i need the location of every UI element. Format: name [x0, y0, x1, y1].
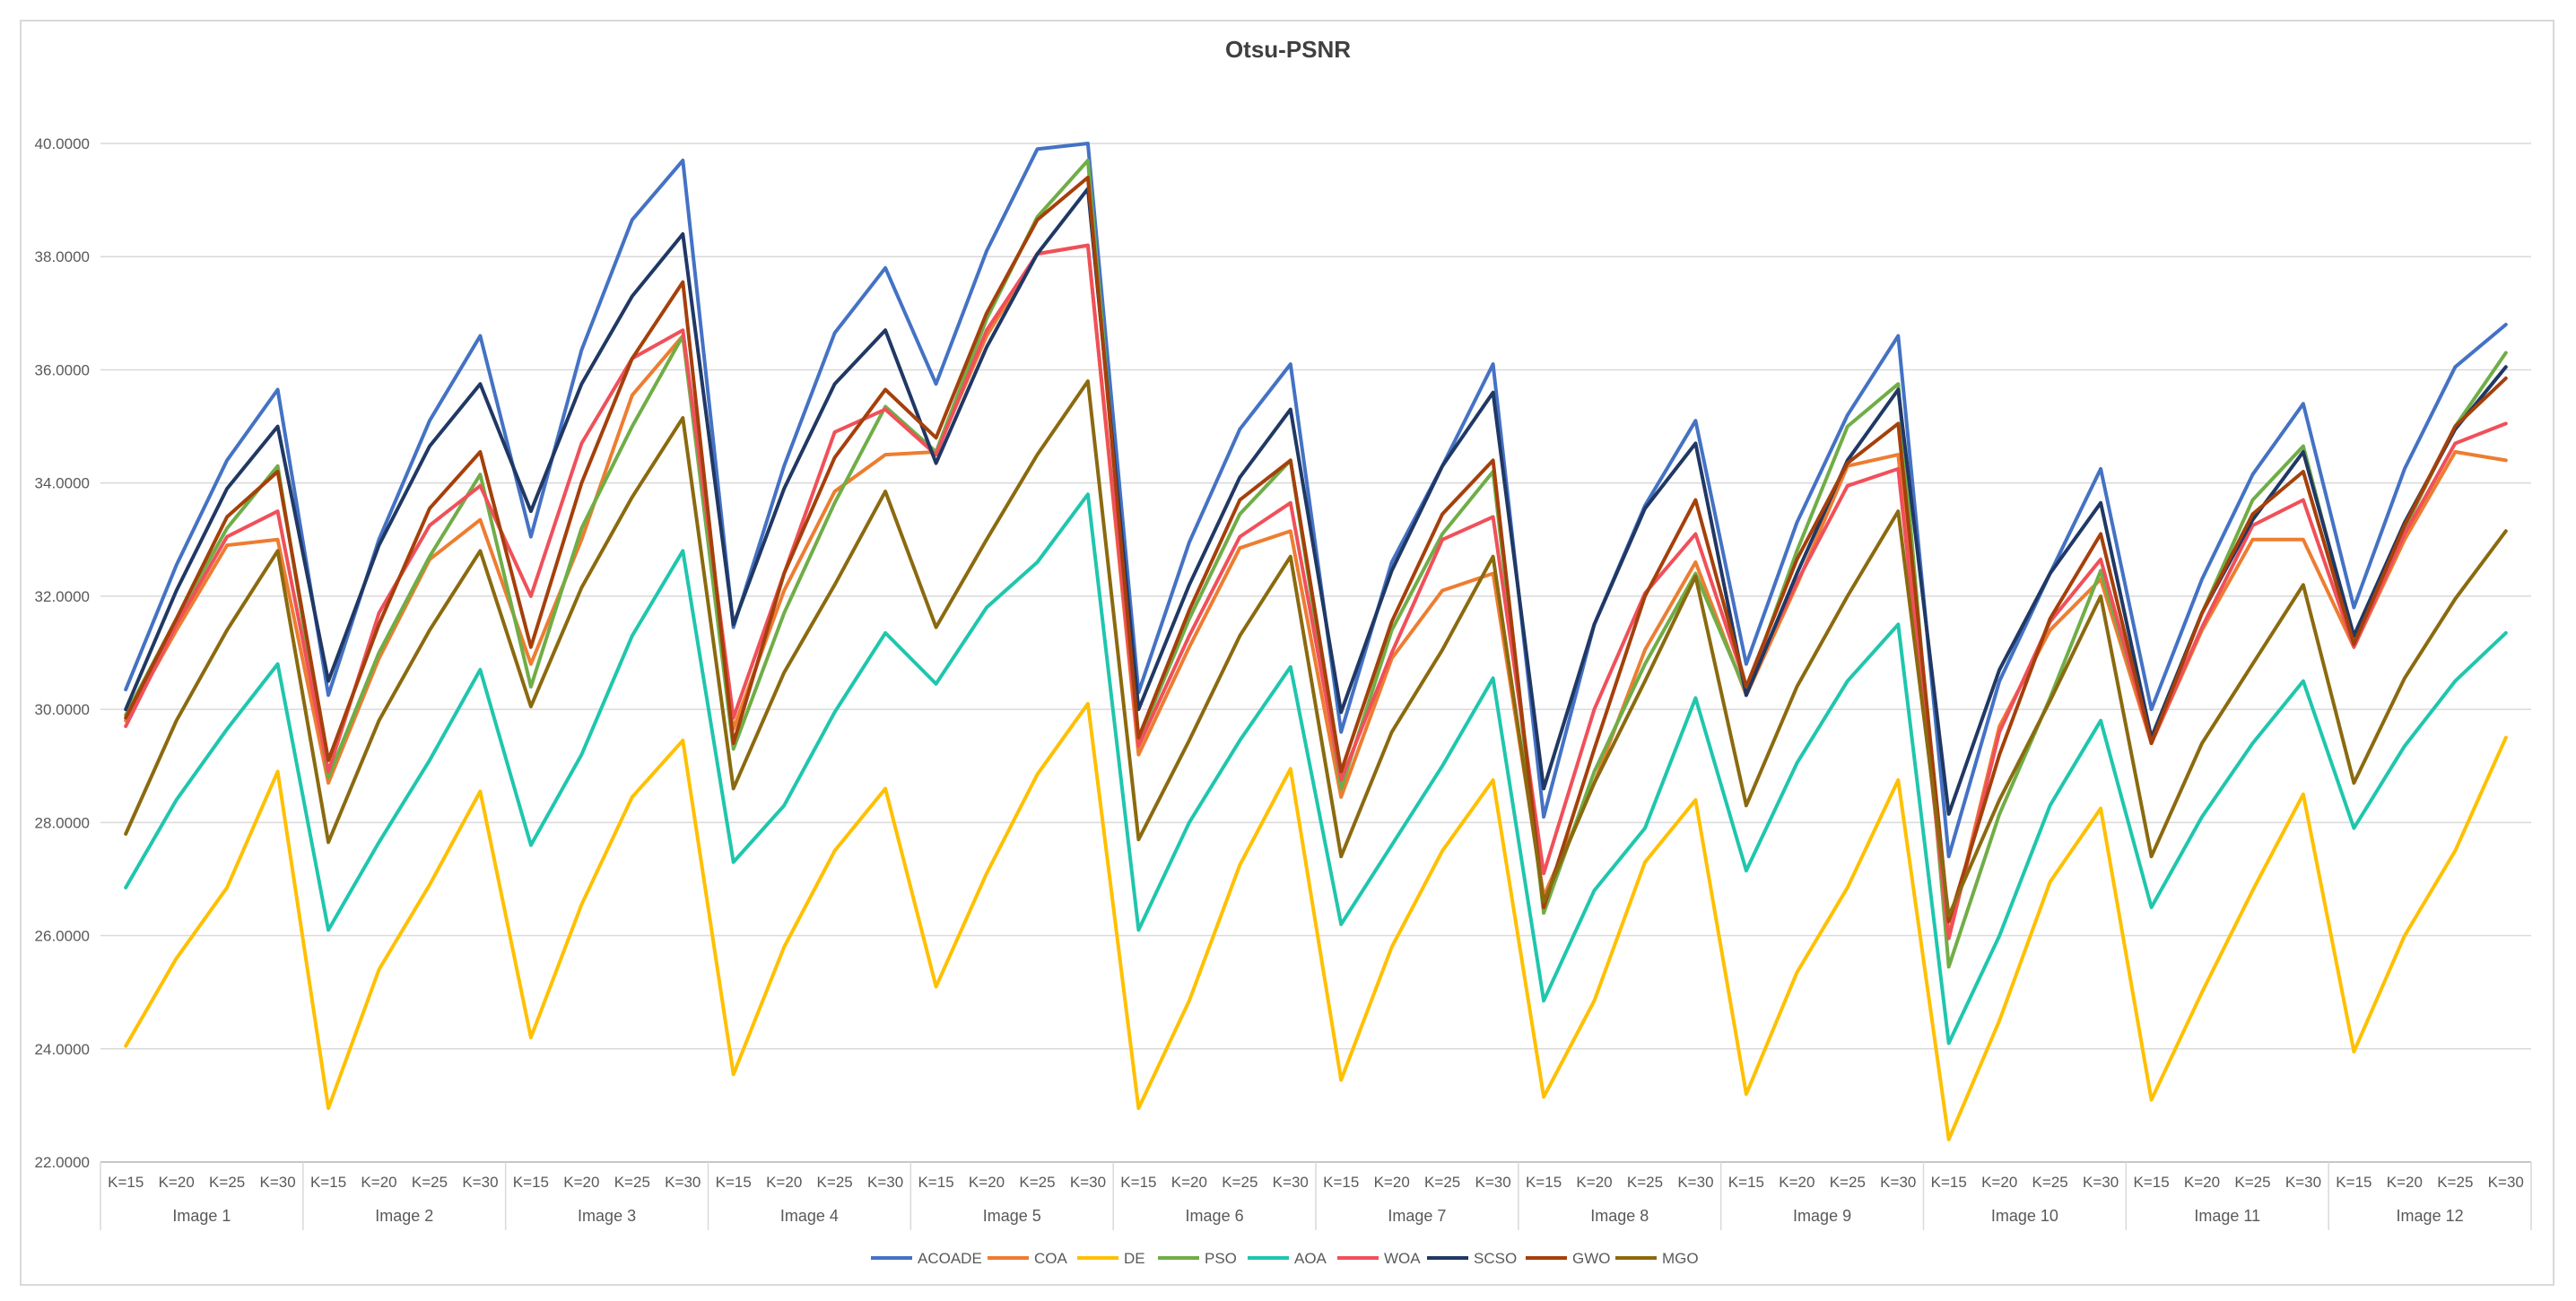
x-tick-label: K=15 — [1931, 1174, 1967, 1191]
x-tick-label: K=20 — [1374, 1174, 1410, 1191]
y-tick-label: 40.0000 — [35, 135, 90, 152]
y-tick-label: 22.0000 — [35, 1154, 90, 1171]
x-tick-label: K=25 — [1222, 1174, 1258, 1191]
x-tick-label: K=30 — [867, 1174, 903, 1191]
legend-label: SCSO — [1474, 1250, 1517, 1267]
x-tick-label: K=25 — [1019, 1174, 1055, 1191]
x-tick-label: K=20 — [563, 1174, 599, 1191]
legend-label: WOA — [1384, 1250, 1421, 1267]
series-line-woa — [124, 243, 2508, 941]
series-line-coa — [124, 243, 2508, 938]
x-tick-label: K=15 — [918, 1174, 953, 1191]
x-tick-label: K=30 — [665, 1174, 701, 1191]
y-axis: 22.0000 24.0000 26.0000 28.0000 30.0000 32.00… — [35, 135, 90, 1171]
legend-label: PSO — [1205, 1250, 1237, 1267]
series-line-aoa — [124, 492, 2508, 1045]
y-tick-label: 36.0000 — [35, 361, 90, 378]
y-tick-label: 32.0000 — [35, 588, 90, 605]
x-tick-label: K=15 — [716, 1174, 752, 1191]
x-axis: K=15 K=20 K=25 K=30 Image 1 K=15 K=20 K=25 K=30 I… — [100, 1161, 2532, 1230]
x-tick-label: K=30 — [1880, 1174, 1916, 1191]
x-group-label: Image 5 — [983, 1207, 1041, 1225]
legend-label: COA — [1034, 1250, 1068, 1267]
x-tick-label: K=25 — [1627, 1174, 1663, 1191]
x-tick-label: K=20 — [2387, 1174, 2423, 1191]
x-tick-label: K=20 — [1779, 1174, 1815, 1191]
x-tick-label: K=15 — [2133, 1174, 2169, 1191]
y-tick-label: 30.0000 — [35, 701, 90, 718]
x-tick-label: K=15 — [1526, 1174, 1562, 1191]
y-tick-label: 38.0000 — [35, 248, 90, 265]
x-group-label: Image 10 — [1991, 1207, 2058, 1225]
x-group-label: Image 11 — [2194, 1207, 2260, 1225]
x-tick-label: K=25 — [817, 1174, 853, 1191]
series-line-gwo — [124, 175, 2508, 924]
x-tick-label: K=25 — [1830, 1174, 1866, 1191]
x-tick-label: K=20 — [159, 1174, 195, 1191]
x-tick-label: K=15 — [310, 1174, 346, 1191]
x-tick-label: K=20 — [766, 1174, 802, 1191]
x-tick-label: K=15 — [1323, 1174, 1359, 1191]
series-line-de — [124, 701, 2508, 1141]
x-group-label: Image 4 — [780, 1207, 839, 1225]
x-tick-label: K=25 — [1424, 1174, 1460, 1191]
x-tick-label: K=25 — [2032, 1174, 2068, 1191]
x-tick-label: K=30 — [1273, 1174, 1309, 1191]
x-tick-label: K=30 — [2083, 1174, 2119, 1191]
x-tick-label: K=30 — [260, 1174, 296, 1191]
x-tick-label: K=30 — [2488, 1174, 2524, 1191]
legend-label: AOA — [1294, 1250, 1327, 1267]
x-group-label: Image 1 — [172, 1207, 231, 1225]
x-tick-label: K=20 — [1576, 1174, 1612, 1191]
x-tick-label: K=30 — [1070, 1174, 1106, 1191]
x-tick-label: K=25 — [209, 1174, 245, 1191]
x-tick-label: K=25 — [412, 1174, 448, 1191]
y-tick-label: 28.0000 — [35, 814, 90, 831]
legend: ACOADE COA DE PSO AOA WOA SCSO GWO MGO — [871, 1250, 1699, 1267]
x-tick-label: K=30 — [1475, 1174, 1511, 1191]
x-group-label: Image 2 — [375, 1207, 433, 1225]
x-tick-label: K=20 — [969, 1174, 1005, 1191]
x-tick-label: K=15 — [1120, 1174, 1156, 1191]
gridlines — [100, 143, 2531, 1163]
series-lines — [124, 142, 2508, 1141]
y-tick-label: 34.0000 — [35, 475, 90, 492]
x-group-label: Image 9 — [1793, 1207, 1851, 1225]
x-tick-label: K=15 — [108, 1174, 144, 1191]
x-tick-label: K=25 — [2234, 1174, 2270, 1191]
legend-label: DE — [1124, 1250, 1145, 1267]
x-tick-label: K=20 — [1981, 1174, 2017, 1191]
x-group-label: Image 8 — [1590, 1207, 1649, 1225]
x-tick-label: K=15 — [2336, 1174, 2371, 1191]
y-tick-label: 24.0000 — [35, 1041, 90, 1058]
x-group-label: Image 3 — [578, 1207, 636, 1225]
x-tick-label: K=20 — [2184, 1174, 2220, 1191]
legend-label: ACOADE — [918, 1250, 982, 1267]
x-tick-label: K=20 — [1171, 1174, 1207, 1191]
x-tick-label: K=30 — [462, 1174, 498, 1191]
legend-label: GWO — [1572, 1250, 1611, 1267]
series-line-acoade — [124, 142, 2508, 859]
y-tick-label: 26.0000 — [35, 928, 90, 945]
x-tick-label: K=25 — [2437, 1174, 2473, 1191]
x-group-label: Image 12 — [2397, 1207, 2464, 1225]
x-group-label: Image 6 — [1186, 1207, 1244, 1225]
x-tick-label: K=15 — [1728, 1174, 1764, 1191]
x-tick-label: K=25 — [614, 1174, 650, 1191]
x-tick-label: K=30 — [2285, 1174, 2321, 1191]
series-line-mgo — [124, 379, 2508, 918]
chart-title: Otsu-PSNR — [1225, 36, 1351, 63]
x-group-label: Image 7 — [1388, 1207, 1446, 1225]
x-tick-label: K=30 — [1677, 1174, 1713, 1191]
series-line-scso — [124, 186, 2508, 816]
x-tick-label: K=15 — [513, 1174, 549, 1191]
x-tick-label: K=20 — [361, 1174, 396, 1191]
legend-label: MGO — [1662, 1250, 1699, 1267]
